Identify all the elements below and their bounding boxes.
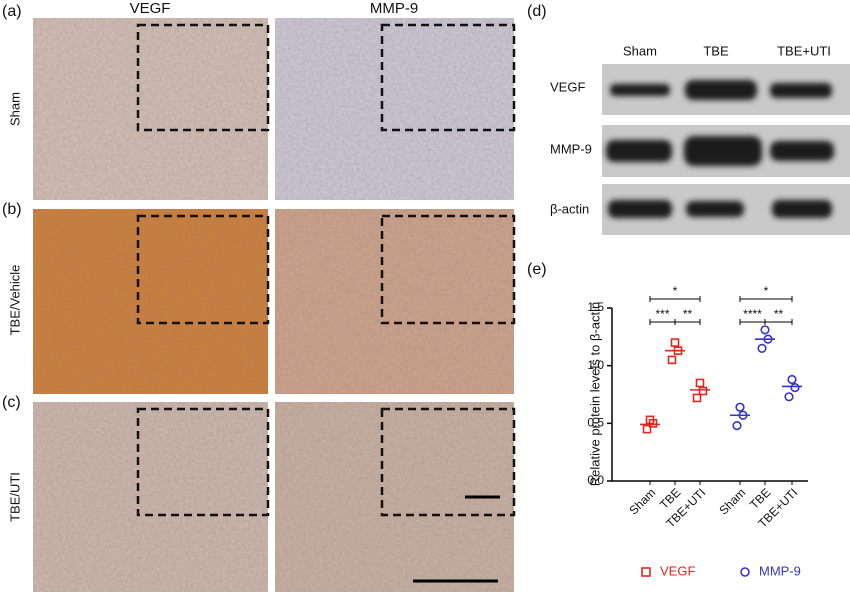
significance-label: ** bbox=[774, 307, 784, 321]
point bbox=[642, 424, 652, 434]
panel-label: (e) bbox=[527, 261, 547, 278]
point bbox=[735, 402, 745, 412]
point bbox=[790, 382, 800, 393]
y-tick-label: 1.5 bbox=[587, 300, 604, 314]
row-label: TBE/UTI bbox=[7, 472, 22, 522]
row-label: TBE/Vehicle bbox=[7, 265, 22, 336]
point bbox=[757, 343, 767, 353]
point bbox=[732, 421, 742, 431]
dot-plot: Relative protein levels to β-actin bbox=[587, 302, 602, 487]
significance-label: * bbox=[673, 284, 678, 298]
inset-boxes bbox=[136, 23, 516, 517]
protein-label: β-actin bbox=[550, 201, 589, 216]
panel-label: (b) bbox=[2, 201, 22, 218]
point bbox=[695, 378, 705, 388]
point bbox=[645, 415, 655, 425]
point bbox=[787, 374, 797, 385]
y-tick-label: 0.5 bbox=[587, 416, 604, 430]
point bbox=[670, 338, 680, 347]
western-blot: Sham TBE TBE+UTI VEGF MMP-9 β-actin bbox=[550, 43, 850, 235]
point bbox=[760, 325, 770, 335]
significance-label: ** bbox=[683, 307, 693, 321]
x-tick-label: Sham bbox=[626, 485, 658, 517]
point bbox=[667, 355, 677, 365]
legend-label: VEGF bbox=[660, 563, 695, 578]
row-label: Sham bbox=[7, 92, 22, 126]
legend-marker bbox=[641, 567, 651, 577]
y-tick-label: 0.0 bbox=[587, 473, 604, 487]
significance-label: *** bbox=[655, 307, 669, 321]
legend-label: MMP-9 bbox=[759, 563, 801, 578]
point bbox=[784, 392, 794, 402]
column-header: VEGF bbox=[130, 0, 171, 17]
y-axis-label: Relative protein levels to β-actin bbox=[587, 302, 602, 487]
lane-label: TBE bbox=[703, 43, 729, 58]
y-tick-label: 1.0 bbox=[587, 358, 604, 372]
panel-label: (a) bbox=[2, 3, 22, 20]
x-tick-label: Sham bbox=[716, 485, 748, 517]
lane-label: TBE+UTI bbox=[777, 43, 831, 58]
significance-label: * bbox=[764, 284, 769, 298]
column-header: MMP-9 bbox=[370, 0, 418, 17]
protein-label: MMP-9 bbox=[550, 141, 592, 156]
panel-label: (c) bbox=[2, 394, 21, 411]
lane-label: Sham bbox=[623, 43, 657, 58]
protein-label: VEGF bbox=[550, 79, 585, 94]
significance-label: **** bbox=[743, 307, 762, 321]
panel-label: (d) bbox=[527, 3, 547, 20]
micrographs bbox=[33, 18, 516, 592]
point bbox=[692, 393, 702, 403]
point bbox=[698, 386, 708, 396]
legend-marker bbox=[740, 567, 750, 577]
